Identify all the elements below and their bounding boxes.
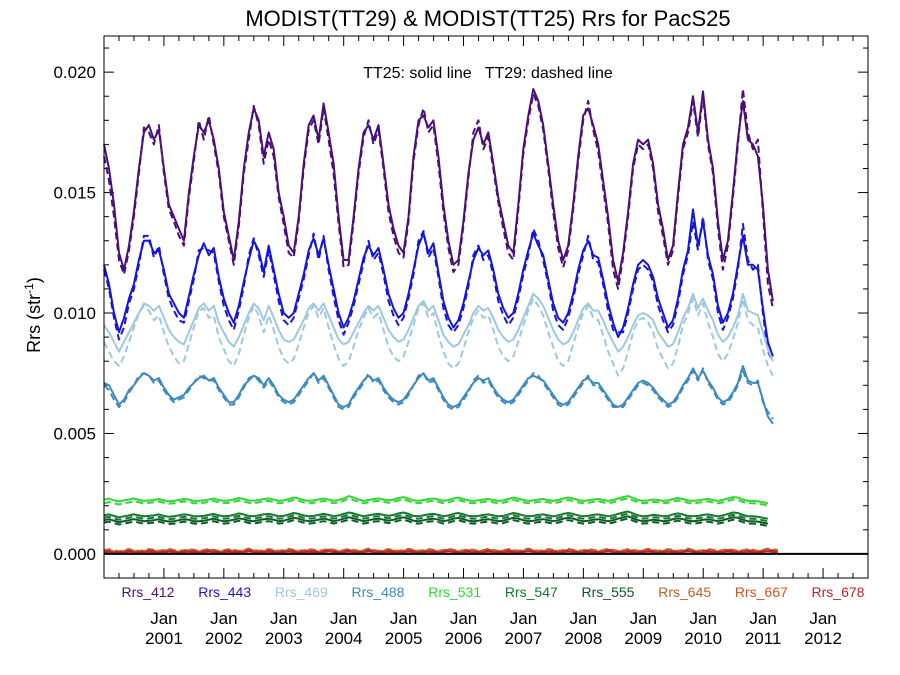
x-tick-label-month: Jan: [450, 609, 477, 628]
legend-entry: Rrs_443: [198, 584, 251, 600]
series-rrs-678-tt25-solid: [103, 550, 778, 554]
x-tick-label-month: Jan: [390, 609, 417, 628]
y-axis-label-close: ): [24, 277, 44, 283]
x-tick-label-month: Jan: [809, 609, 836, 628]
x-tick-label-month: Jan: [630, 609, 657, 628]
legend-entry: Rrs_547: [505, 584, 558, 600]
axis-ticks: [104, 36, 869, 578]
x-tick-label-year: 2003: [265, 629, 303, 648]
y-axis-label: Rrs (str-1): [22, 277, 44, 353]
x-tick-label-month: Jan: [330, 609, 357, 628]
chart-annotation: TT25: solid line TT29: dashed line: [363, 65, 613, 82]
series-rrs-488-tt29-dashed: [103, 367, 774, 420]
svg-text:Rrs (str-1): Rrs (str-1): [22, 277, 44, 353]
series-rrs-469-tt29-dashed: [103, 297, 774, 377]
x-tick-label-year: 2008: [564, 629, 602, 648]
series-rrs-469-tt25-solid: [103, 292, 774, 362]
legend-entry: Rrs_678: [812, 584, 865, 600]
plot-frame: [103, 35, 869, 579]
y-axis-tick-labels: 0.000 0.005 0.010 0.015 0.020: [53, 63, 96, 564]
legend-entry: Rrs_469: [275, 584, 328, 600]
x-axis-tick-labels: Jan2001Jan2002Jan2003Jan2004Jan2005Jan20…: [145, 609, 842, 648]
series-rrs-531-tt29-dashed: [103, 497, 769, 507]
legend-entry: Rrs_488: [352, 584, 405, 600]
legend-entry: Rrs_555: [582, 584, 635, 600]
x-tick-label-month: Jan: [270, 609, 297, 628]
x-tick-label-month: Jan: [510, 609, 537, 628]
x-tick-label-year: 2005: [385, 629, 423, 648]
y-axis-label-superscript: -1: [22, 283, 36, 294]
y-tick-label: 0.015: [53, 184, 96, 203]
chart-title: MODIST(TT29) & MODIST(TT25) Rrs for PacS…: [245, 6, 730, 31]
series-rrs-488-tt25-solid: [103, 365, 774, 425]
series-rrs-547-tt29-dashed: [103, 512, 769, 523]
series-rrs-531-tt25-solid: [103, 495, 769, 505]
x-tick-label-month: Jan: [690, 609, 717, 628]
legend-entry: Rrs_412: [122, 584, 175, 600]
x-tick-label-year: 2004: [325, 629, 363, 648]
x-tick-label-year: 2009: [624, 629, 662, 648]
x-tick-label-year: 2010: [684, 629, 722, 648]
x-tick-label-month: Jan: [150, 609, 177, 628]
x-tick-label-year: 2012: [804, 629, 842, 648]
y-axis-label-text: Rrs (str: [24, 294, 44, 353]
series-lines: [103, 88, 778, 554]
y-tick-label: 0.020: [53, 63, 96, 82]
x-tick-label-year: 2011: [745, 629, 782, 648]
series-rrs-547-tt25-solid: [103, 510, 769, 520]
x-tick-label-year: 2002: [205, 629, 243, 648]
x-tick-label-month: Jan: [749, 609, 776, 628]
series-rrs-555-tt25-solid: [103, 515, 769, 525]
x-tick-label-year: 2007: [505, 629, 543, 648]
legend: Rrs_412 Rrs_443 Rrs_469 Rrs_488 Rrs_531 Rrs_5…: [122, 584, 865, 600]
series-rrs-555-tt29-dashed: [103, 517, 769, 527]
series-rrs-443-tt29-dashed: [103, 215, 774, 362]
x-tick-label-year: 2006: [445, 629, 483, 648]
y-tick-label: 0.005: [53, 424, 96, 443]
x-tick-label-month: Jan: [570, 609, 597, 628]
legend-entry: Rrs_667: [735, 584, 788, 600]
y-tick-label: 0.000: [53, 545, 96, 564]
series-rrs-443-tt25-solid: [103, 208, 774, 357]
x-tick-label-year: 2001: [145, 629, 183, 648]
x-tick-label-month: Jan: [210, 609, 237, 628]
legend-entry: Rrs_531: [428, 584, 481, 600]
series-rrs-412-tt25-solid: [103, 88, 774, 302]
y-tick-label: 0.010: [53, 304, 96, 323]
legend-entry: Rrs_645: [658, 584, 711, 600]
